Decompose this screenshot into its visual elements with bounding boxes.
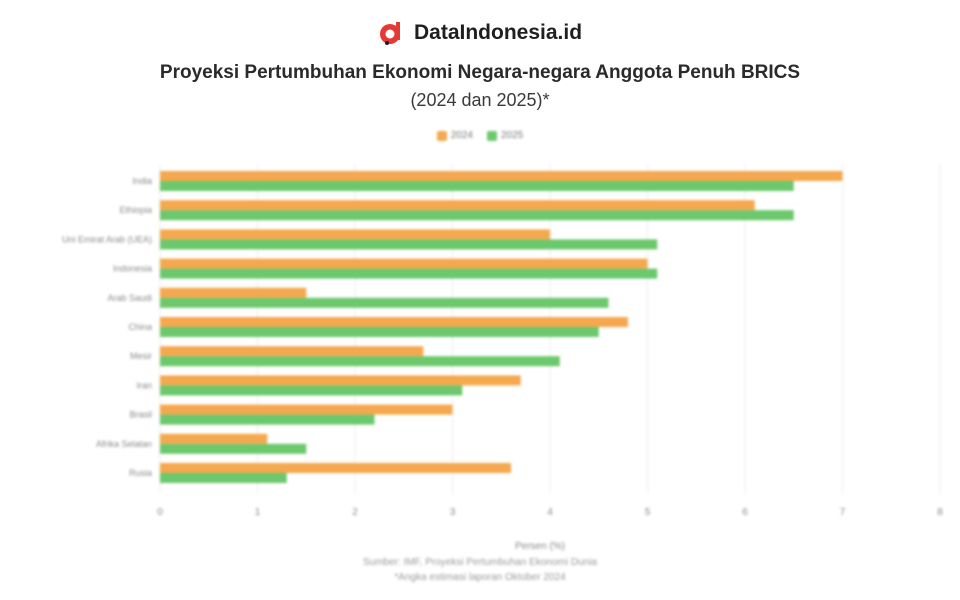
bar-2025 — [160, 268, 658, 279]
category-label: Ethiopia — [119, 205, 152, 215]
bar-2024 — [160, 229, 550, 240]
brand-header: DataIndonesia.id — [0, 20, 960, 46]
bar-2025 — [160, 443, 307, 454]
x-tick-label: 7 — [840, 507, 846, 518]
category-label: Arab Saudi — [107, 293, 152, 303]
category-label: Iran — [136, 380, 152, 390]
category-label: Rusia — [129, 468, 152, 478]
chart-footer: Sumber: IMF, Proyeksi Pertumbuhan Ekonom… — [0, 555, 960, 585]
x-tick-label: 8 — [937, 507, 943, 518]
bar-2025 — [160, 210, 794, 221]
legend-item-2024[interactable]: 2024 — [436, 130, 473, 141]
category-label: China — [128, 322, 152, 332]
brand-name: DataIndonesia.id — [413, 21, 583, 44]
bar-2024 — [160, 375, 521, 386]
category-label: Afrika Selatan — [96, 439, 152, 449]
footer-source: Sumber: IMF, Proyeksi Pertumbuhan Ekonom… — [363, 557, 597, 568]
bar-2024 — [160, 287, 307, 298]
legend-label-2025: 2025 — [501, 130, 524, 141]
bar-layer — [160, 171, 843, 483]
chart-title: Proyeksi Pertumbuhan Ekonomi Negara-nega… — [159, 62, 801, 83]
x-tick-label: 3 — [450, 507, 456, 518]
legend-label-2024: 2024 — [450, 130, 473, 141]
category-label: Mesir — [130, 351, 152, 361]
label-layer: 0 1 2 3 4 5 6 7 8 Persen (%) India Ethiopia Uni Emir… — [62, 176, 943, 552]
bar-2025 — [160, 356, 560, 367]
chart-subtitle: (2024 dan 2025)* — [410, 90, 550, 110]
bar-2024 — [160, 317, 628, 327]
category-label: Brasil — [129, 410, 152, 420]
bar-2024 — [160, 463, 511, 473]
bar-2024 — [160, 404, 453, 415]
x-axis-label: Persen (%) — [515, 541, 565, 552]
x-tick-label: 2 — [352, 507, 358, 518]
bar-2024 — [160, 200, 755, 211]
category-label: Uni Emirat Arab (UEA) — [62, 234, 152, 244]
chart-legend[interactable]: 2024 2025 — [0, 130, 960, 141]
bar-2025 — [160, 327, 599, 337]
x-tick-label: 4 — [547, 507, 553, 518]
legend-swatch-2025 — [487, 130, 497, 141]
bar-2025 — [160, 297, 609, 308]
bar-2024 — [160, 171, 843, 181]
footer-note: *Angka estimasi laporan Oktober 2024 — [394, 572, 566, 583]
bar-2025 — [160, 385, 463, 396]
bar-2024 — [160, 433, 268, 444]
legend-swatch-2024 — [436, 130, 447, 141]
x-tick-label: 1 — [255, 507, 261, 518]
bar-2025 — [160, 239, 658, 250]
dataindonesia-logo-icon — [379, 22, 400, 45]
legend-item-2025[interactable]: 2025 — [487, 130, 523, 141]
x-tick-label: 6 — [742, 507, 748, 518]
category-label: India — [132, 176, 152, 186]
x-tick-label: 0 — [157, 507, 163, 518]
bar-2025 — [160, 473, 287, 483]
category-label: Indonesia — [113, 264, 152, 274]
bar-2024 — [160, 346, 424, 357]
bar-2025 — [160, 181, 794, 191]
bar-2025 — [160, 414, 375, 425]
bar-2024 — [160, 258, 648, 269]
x-tick-label: 5 — [645, 507, 651, 518]
